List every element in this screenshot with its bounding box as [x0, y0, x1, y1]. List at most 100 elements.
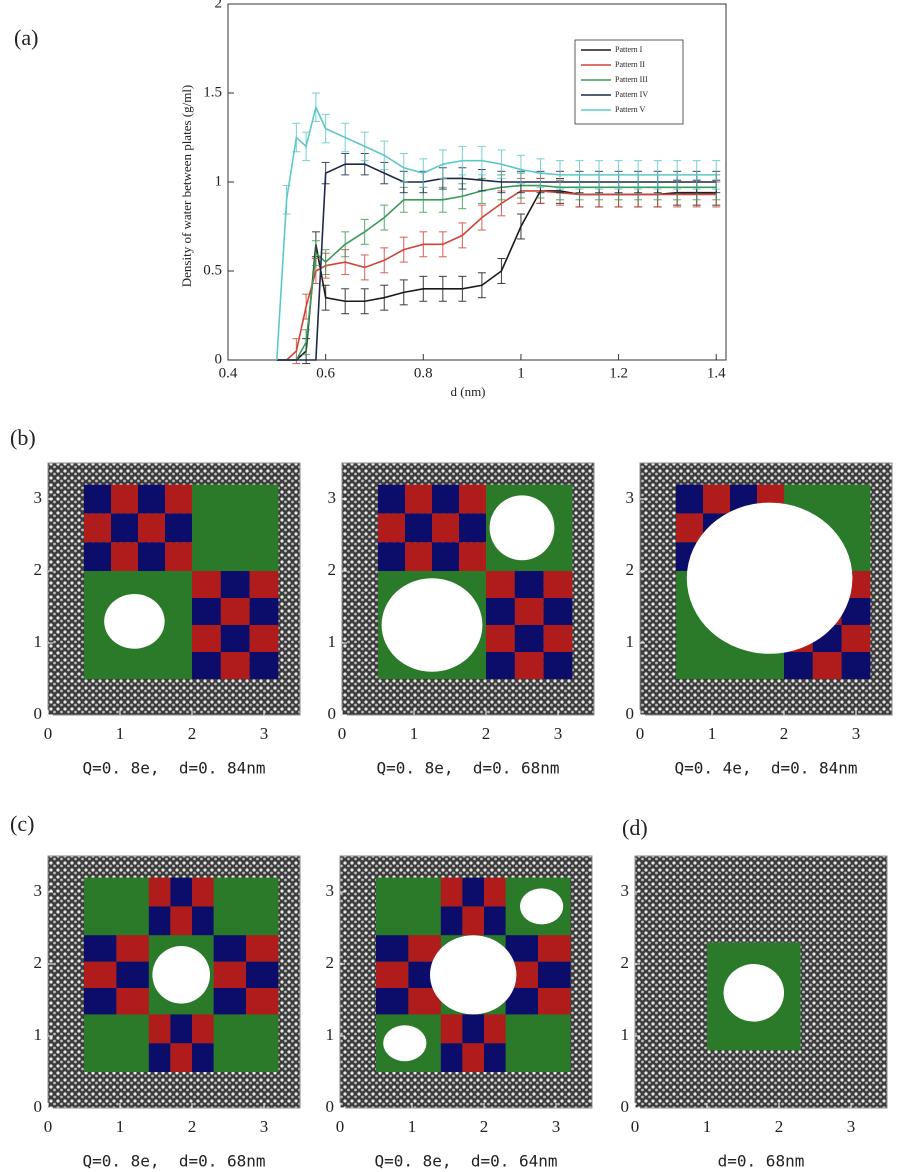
y-tick-label: 3 — [328, 488, 337, 507]
caption: Q=0. 8e, d=0. 68nm — [376, 759, 559, 778]
error-bar — [360, 288, 369, 315]
y-tick-label: 2 — [326, 953, 335, 972]
charge-cell — [249, 625, 279, 652]
error-bar — [653, 160, 662, 190]
charge-cell — [165, 513, 192, 543]
y-tick-label: 0.5 — [203, 262, 222, 278]
error-bar — [341, 122, 350, 153]
error-bar — [477, 272, 486, 299]
charge-cell — [462, 1043, 484, 1072]
series-line — [276, 104, 717, 361]
charge-cell — [220, 625, 250, 652]
charge-cell — [148, 906, 171, 936]
charge-cell — [116, 935, 149, 962]
error-bar — [692, 160, 701, 190]
error-bar — [614, 160, 623, 190]
charge-cell — [165, 542, 192, 571]
x-tick-label: 3 — [852, 724, 861, 743]
x-tick-label: 3 — [260, 1117, 269, 1136]
x-tick-label: 1 — [408, 1117, 417, 1136]
y-axis-title: Density of water between plates (g/ml) — [179, 85, 194, 288]
charge-cell — [440, 906, 463, 936]
error-bar — [380, 247, 389, 274]
error-bar — [282, 185, 291, 215]
x-axis-title: d (nm) — [450, 384, 485, 399]
error-bar — [302, 131, 311, 162]
charge-cell — [84, 542, 111, 571]
error-bar — [360, 254, 369, 281]
snapshot — [339, 855, 593, 1109]
legend-label: Pattern III — [615, 75, 648, 84]
error-bar — [458, 275, 467, 302]
charge-cell — [812, 652, 842, 679]
error-bar — [321, 161, 330, 185]
charge-cell — [462, 877, 484, 907]
charge-cell — [543, 652, 573, 679]
charge-cell — [138, 484, 165, 514]
error-bar — [321, 284, 330, 311]
charge-cell — [841, 625, 871, 652]
error-bar — [556, 160, 564, 190]
legend-label: Pattern II — [615, 60, 645, 69]
charge-cell — [841, 652, 871, 679]
charge-cell — [484, 906, 506, 936]
error-bar — [311, 240, 320, 267]
x-tick-label: 0 — [636, 724, 645, 743]
y-tick-label: 2 — [328, 560, 337, 579]
x-tick-label: 1 — [116, 1117, 125, 1136]
y-tick-label: 3 — [626, 488, 635, 507]
charge-cell — [538, 935, 571, 962]
charge-cell — [213, 988, 246, 1015]
error-bar — [341, 288, 350, 315]
error-bar — [360, 131, 369, 162]
y-tick-label: 3 — [34, 881, 43, 900]
error-bar — [516, 213, 525, 240]
charge-cell — [514, 598, 544, 625]
charge-cell — [170, 1043, 192, 1072]
charge-cell — [148, 1014, 171, 1044]
charge-cell — [462, 1014, 484, 1044]
charge-cell — [170, 1014, 192, 1044]
charge-cell — [376, 988, 409, 1015]
error-bar — [341, 153, 350, 176]
y-tick-label: 3 — [621, 881, 630, 900]
dry-region — [104, 594, 165, 649]
y-tick-label: 2 — [215, 0, 223, 11]
x-tick-label: 0 — [44, 1117, 53, 1136]
charge-cell — [676, 484, 703, 514]
y-tick-label: 0 — [621, 1097, 630, 1116]
x-tick-label: 2 — [480, 1117, 489, 1136]
charge-cell — [116, 988, 149, 1015]
panel-label: (c) — [10, 811, 34, 836]
charge-cell — [111, 513, 138, 543]
x-tick-label: 2 — [188, 724, 197, 743]
x-tick-label: 1 — [703, 1117, 712, 1136]
x-tick-label: 1.4 — [707, 365, 726, 381]
charge-cell — [192, 1043, 214, 1072]
charge-cell — [84, 513, 111, 543]
error-bar — [321, 113, 330, 144]
y-tick-label: 0 — [328, 704, 337, 723]
error-bar — [419, 158, 428, 188]
charge-cell — [486, 652, 515, 679]
x-tick-label: 3 — [847, 1117, 856, 1136]
charge-cell — [192, 625, 221, 652]
error-bar — [575, 160, 584, 190]
charge-cell — [84, 961, 117, 988]
error-bar — [634, 160, 643, 190]
x-tick-label: 2 — [188, 1117, 197, 1136]
error-bar — [438, 231, 447, 258]
charge-cell — [111, 542, 138, 571]
charge-cell — [440, 1014, 463, 1044]
x-tick-label: 1 — [708, 724, 717, 743]
charge-cell — [138, 542, 165, 571]
x-tick-label: 3 — [554, 724, 563, 743]
error-bar — [712, 160, 721, 190]
charge-cell — [440, 877, 463, 907]
charge-cell — [484, 877, 506, 907]
charge-cell — [84, 935, 117, 962]
caption: Q=0. 4e, d=0. 84nm — [674, 759, 857, 778]
charge-cell — [484, 1014, 506, 1044]
caption: Q=0. 8e, d=0. 68nm — [82, 1152, 265, 1171]
x-tick-label: 1 — [517, 365, 525, 381]
